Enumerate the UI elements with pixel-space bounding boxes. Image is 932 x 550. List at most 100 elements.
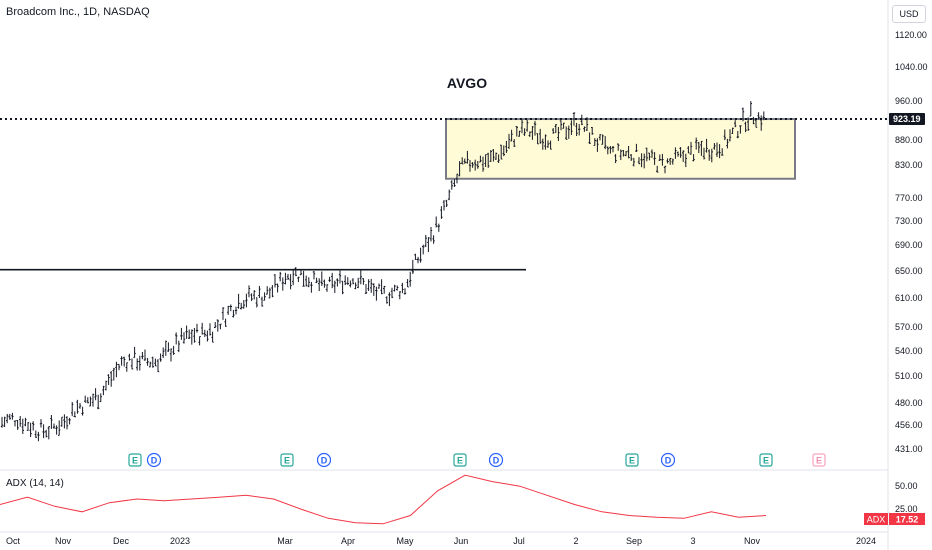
- adx-tick-label: 50.00: [895, 481, 918, 491]
- price-bar: [227, 305, 230, 315]
- price-bar: [32, 421, 35, 431]
- price-bar: [762, 111, 765, 121]
- earnings-event[interactable]: E: [280, 453, 294, 467]
- price-bar: [383, 285, 386, 294]
- price-bar: [60, 416, 63, 427]
- price-bar: [614, 154, 617, 164]
- price-bar: [292, 270, 295, 286]
- price-bar: [481, 156, 485, 172]
- price-bar: [492, 149, 495, 162]
- price-bar: [346, 277, 349, 285]
- price-bar: [606, 146, 609, 155]
- price-bar: [466, 150, 469, 164]
- event-label: E: [132, 456, 138, 466]
- price-bar: [312, 270, 316, 280]
- price-bar: [320, 271, 323, 286]
- price-bar: [663, 165, 667, 174]
- price-bar: [206, 330, 209, 342]
- price-bar: [591, 126, 594, 135]
- event-label: E: [457, 456, 463, 466]
- dividend-event[interactable]: D: [488, 452, 504, 468]
- price-bar: [609, 146, 612, 154]
- price-bar: [52, 423, 56, 429]
- time-tick-label: May: [396, 536, 414, 546]
- price-bar: [575, 122, 578, 137]
- price-bar: [520, 119, 524, 134]
- price-bar: [253, 290, 256, 300]
- indicator-label[interactable]: ADX (14, 14): [6, 478, 64, 489]
- dividend-event[interactable]: D: [146, 452, 162, 468]
- time-tick-label: Mar: [277, 536, 293, 546]
- price-bar: [630, 154, 633, 161]
- price-bar: [713, 143, 716, 150]
- price-bar: [219, 323, 222, 330]
- earnings-event[interactable]: E: [625, 453, 639, 467]
- price-bar: [21, 418, 24, 434]
- time-tick-label: 2: [573, 536, 578, 546]
- price-bar: [458, 161, 461, 177]
- price-bar: [474, 159, 477, 171]
- price-bar: [97, 394, 100, 410]
- price-bar: [502, 145, 505, 157]
- price-tick-label: 770.00: [895, 193, 923, 203]
- price-bar: [315, 277, 318, 284]
- price-bar: [338, 270, 342, 284]
- price-tick-label: 456.00: [895, 420, 923, 430]
- price-bar: [185, 325, 188, 339]
- price-bar: [273, 274, 277, 288]
- price-bar: [305, 275, 308, 287]
- price-bar: [143, 349, 147, 361]
- price-bar: [692, 154, 695, 162]
- price-bar: [104, 380, 108, 391]
- price-tick-label: 431.00: [895, 444, 923, 454]
- price-bar: [8, 413, 11, 420]
- earnings-event[interactable]: E: [453, 453, 467, 467]
- price-bar: [214, 322, 217, 329]
- adx-badge-label: ADX: [867, 515, 886, 525]
- price-bar: [653, 152, 656, 165]
- price-bar: [318, 278, 321, 292]
- currency-button[interactable]: USD: [892, 5, 926, 23]
- price-bar: [65, 416, 69, 430]
- price-bar: [24, 417, 27, 427]
- price-bar: [562, 122, 565, 129]
- event-label: E: [763, 456, 769, 466]
- price-bar: [635, 143, 638, 152]
- price-bar: [302, 270, 305, 287]
- price-bar: [697, 141, 700, 154]
- time-tick-label: Sep: [626, 536, 642, 546]
- price-bar: [76, 399, 79, 414]
- earnings-event[interactable]: E: [128, 453, 142, 467]
- price-bar: [528, 131, 531, 137]
- price-bar: [710, 148, 713, 163]
- adx-tick-label: 25.00: [895, 504, 918, 514]
- price-bar: [689, 141, 693, 155]
- price-bar: [552, 128, 555, 134]
- price-bar: [627, 145, 630, 159]
- price-bar: [208, 323, 212, 336]
- price-tick-label: 570.00: [895, 322, 923, 332]
- range-box: [445, 118, 796, 180]
- earnings-event[interactable]: E: [759, 453, 773, 467]
- price-bar: [682, 150, 685, 162]
- time-tick-label: 3: [690, 536, 695, 546]
- price-bar: [731, 127, 734, 134]
- price-bar: [700, 140, 703, 156]
- price-bar: [224, 318, 227, 327]
- price-bar: [757, 112, 760, 120]
- price-bar: [284, 272, 287, 285]
- price-bar: [47, 426, 50, 440]
- dividend-event[interactable]: D: [316, 452, 332, 468]
- price-bar: [133, 346, 136, 358]
- price-bar: [94, 388, 97, 401]
- price-bar: [102, 385, 105, 396]
- price-bar: [201, 322, 204, 335]
- dividend-event[interactable]: D: [660, 452, 676, 468]
- price-bar: [380, 279, 383, 295]
- price-bar: [323, 279, 326, 288]
- time-tick-label: Nov: [55, 536, 72, 546]
- price-bar: [666, 158, 669, 164]
- adx-line: [0, 474, 767, 525]
- price-bar: [367, 279, 370, 292]
